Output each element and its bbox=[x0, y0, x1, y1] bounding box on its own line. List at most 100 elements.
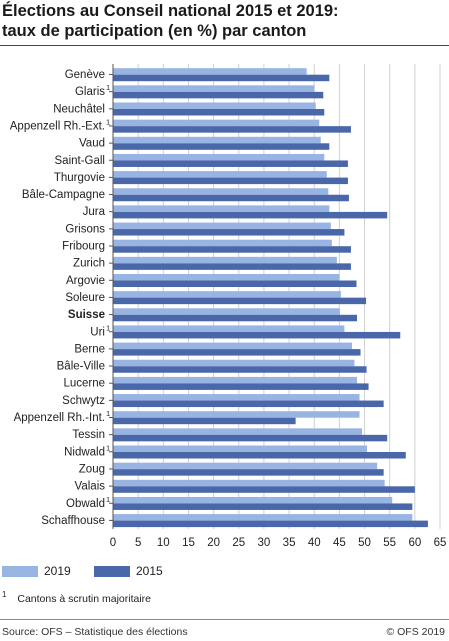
bar-2015 bbox=[113, 246, 351, 253]
bar-2015 bbox=[113, 331, 401, 339]
bar-2019 bbox=[113, 359, 355, 367]
category-footnote-marker: 1 bbox=[106, 443, 110, 452]
bar-2019 bbox=[113, 342, 352, 350]
bar-2015 bbox=[113, 503, 413, 510]
bar-2015 bbox=[113, 486, 415, 493]
category-label: Glaris bbox=[75, 86, 105, 98]
category-label: Saint-Gall bbox=[55, 155, 106, 167]
footer-source: Source: OFS – Statistique des élections bbox=[2, 626, 188, 638]
x-tick-label: 15 bbox=[182, 537, 195, 549]
x-tick-label: 60 bbox=[408, 537, 421, 549]
title-rule bbox=[0, 45, 449, 46]
bar-2015 bbox=[113, 280, 357, 287]
bar-2019 bbox=[113, 205, 330, 212]
bar-2019 bbox=[113, 188, 329, 195]
bar-2015 bbox=[113, 349, 361, 356]
bar-2019 bbox=[113, 394, 360, 401]
bar-2019 bbox=[113, 462, 378, 470]
category-label: Soleure bbox=[65, 292, 105, 304]
bar-2019 bbox=[113, 479, 385, 487]
bar-2015 bbox=[113, 400, 384, 408]
bar-2019 bbox=[113, 256, 337, 264]
category-label: Bâle-Campagne bbox=[22, 189, 105, 201]
bar-2019 bbox=[113, 222, 331, 230]
category-label: Neuchâtel bbox=[53, 103, 105, 115]
x-tick-label: 25 bbox=[232, 537, 245, 549]
x-tick-label: 40 bbox=[308, 537, 321, 549]
category-label: Fribourg bbox=[62, 241, 105, 253]
bar-2015 bbox=[113, 177, 348, 185]
x-tick-label: 30 bbox=[258, 537, 271, 549]
category-label: Uri bbox=[90, 326, 105, 338]
bar-2019 bbox=[113, 376, 357, 384]
bar-2015 bbox=[113, 263, 351, 270]
bar-2015 bbox=[113, 126, 351, 133]
bar-2019 bbox=[113, 136, 321, 144]
category-label: Nidwald bbox=[64, 446, 105, 458]
category-label: Bâle-Ville bbox=[57, 361, 105, 373]
legend-swatch-2015 bbox=[94, 566, 130, 577]
category-footnote-marker: 1 bbox=[106, 409, 110, 418]
footnote: 1 Cantons à scrutin majoritaire bbox=[2, 590, 151, 605]
x-tick-label: 20 bbox=[207, 537, 220, 549]
bar-2015 bbox=[113, 74, 330, 82]
bar-2019 bbox=[113, 514, 413, 521]
category-footnote-marker: 1 bbox=[106, 83, 110, 92]
category-footnote-marker: 1 bbox=[106, 495, 110, 504]
x-tick-label: 65 bbox=[434, 537, 447, 549]
bar-2015 bbox=[113, 229, 345, 236]
category-label: Appenzell Rh.-Ext. bbox=[10, 120, 105, 132]
category-label: Suisse bbox=[68, 309, 105, 321]
bar-2019 bbox=[113, 411, 360, 418]
bar-2015 bbox=[113, 366, 367, 373]
category-label: Schaffhouse bbox=[41, 515, 105, 527]
bar-2015 bbox=[113, 383, 369, 390]
chart-title: Élections au Conseil national 2015 et 20… bbox=[2, 1, 339, 41]
bar-2019 bbox=[113, 274, 340, 281]
bar-2019 bbox=[113, 68, 307, 75]
bar-2015 bbox=[113, 143, 330, 150]
bar-2015 bbox=[113, 160, 348, 167]
category-label: Valais bbox=[75, 481, 106, 493]
bar-2015 bbox=[113, 434, 388, 442]
footer-copyright: © OFS 2019 bbox=[386, 626, 445, 638]
x-tick-label: 5 bbox=[135, 537, 141, 549]
footnote-marker: 1 bbox=[2, 590, 7, 599]
category-label: Grisons bbox=[65, 223, 105, 235]
category-label: Berne bbox=[74, 343, 105, 355]
category-label: Argovie bbox=[66, 275, 105, 287]
bar-2019 bbox=[113, 325, 345, 332]
chart-title-line-2: taux de participation (en %) par canton bbox=[2, 22, 307, 40]
bar-2019 bbox=[113, 239, 332, 247]
bar-2015 bbox=[113, 194, 349, 202]
bar-2015 bbox=[113, 211, 388, 219]
category-label: Zurich bbox=[73, 258, 105, 270]
x-tick-label: 55 bbox=[383, 537, 396, 549]
category-label: Appenzell Rh.-Int. bbox=[14, 412, 105, 424]
bar-2015 bbox=[113, 417, 296, 425]
legend-label-2015: 2015 bbox=[136, 564, 163, 578]
bar-2019 bbox=[113, 171, 327, 178]
bar-2015 bbox=[113, 297, 367, 305]
bar-2015 bbox=[113, 314, 357, 322]
category-label: Schwytz bbox=[62, 395, 105, 407]
category-label: Jura bbox=[83, 206, 106, 218]
bar-2019 bbox=[113, 119, 320, 127]
legend-swatch-2019 bbox=[2, 566, 38, 577]
x-tick-label: 50 bbox=[358, 537, 371, 549]
x-tick-label: 0 bbox=[110, 537, 116, 549]
category-label: Obwald bbox=[66, 498, 105, 510]
x-tick-label: 45 bbox=[333, 537, 346, 549]
bar-2015 bbox=[113, 109, 325, 116]
chart-title-line-1: Élections au Conseil national 2015 et 20… bbox=[2, 2, 339, 20]
footnote-text: Cantons à scrutin majoritaire bbox=[17, 592, 152, 605]
bar-2015 bbox=[113, 91, 324, 99]
footer-rule bbox=[0, 619, 449, 620]
bar-2019 bbox=[113, 85, 315, 92]
category-footnote-marker: 1 bbox=[106, 117, 110, 126]
bar-2015 bbox=[113, 520, 428, 528]
category-label: Tessin bbox=[72, 429, 105, 441]
bar-2019 bbox=[113, 445, 368, 452]
bar-2019 bbox=[113, 102, 316, 109]
